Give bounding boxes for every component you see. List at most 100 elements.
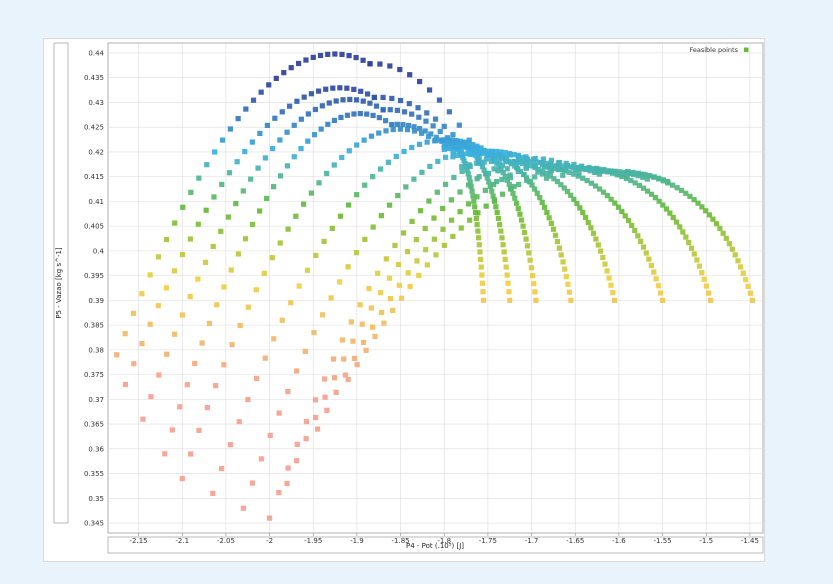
data-point <box>373 103 380 109</box>
data-point <box>480 297 487 303</box>
data-point <box>643 250 649 256</box>
data-point <box>644 188 651 194</box>
data-point <box>548 157 555 163</box>
data-point <box>430 123 436 129</box>
data-point <box>533 297 539 303</box>
data-point <box>258 89 264 95</box>
data-point <box>426 198 432 204</box>
data-point <box>294 441 300 447</box>
data-point <box>457 138 463 144</box>
data-point <box>720 230 726 236</box>
data-point <box>441 146 447 153</box>
data-point <box>184 382 190 388</box>
data-point <box>635 233 641 239</box>
data-point <box>377 61 383 67</box>
data-point <box>218 228 224 234</box>
data-point <box>443 154 449 160</box>
data-point <box>526 250 532 256</box>
data-point <box>316 88 322 94</box>
data-point <box>324 407 330 413</box>
data-point <box>422 225 428 232</box>
data-point <box>696 263 703 269</box>
data-point <box>351 86 357 92</box>
data-point <box>337 85 343 91</box>
data-point <box>686 239 692 246</box>
data-point <box>257 208 263 214</box>
data-point <box>511 152 517 158</box>
data-point <box>691 197 697 203</box>
data-point <box>732 252 738 258</box>
data-point <box>677 224 683 230</box>
data-point <box>691 251 697 257</box>
data-point <box>473 215 479 222</box>
data-point <box>163 285 169 291</box>
data-point <box>345 376 351 383</box>
data-point <box>285 389 291 395</box>
data-point <box>226 170 233 176</box>
data-point <box>450 233 456 240</box>
data-point <box>188 189 194 195</box>
x-tick-label: -2.15 <box>130 537 148 545</box>
data-point <box>394 107 400 113</box>
data-point <box>331 162 337 168</box>
y-tick-label: 0.425 <box>84 124 104 132</box>
data-point <box>333 389 339 395</box>
data-point <box>354 192 360 198</box>
data-point <box>376 115 382 121</box>
data-point <box>199 340 205 346</box>
data-point <box>258 456 264 462</box>
data-point <box>387 63 393 69</box>
data-point <box>323 86 329 92</box>
data-point <box>749 297 756 303</box>
data-point <box>270 145 276 152</box>
data-point <box>488 151 495 158</box>
data-point <box>640 171 647 177</box>
data-point <box>480 150 486 156</box>
data-point <box>528 265 534 271</box>
data-point <box>363 347 369 353</box>
data-point <box>403 184 409 190</box>
data-point <box>467 144 474 150</box>
data-point <box>474 160 480 166</box>
data-point <box>302 348 308 354</box>
data-point <box>431 236 437 242</box>
data-point <box>600 254 606 261</box>
data-point <box>312 106 318 113</box>
x-tick-label: -1.7 <box>525 537 539 545</box>
data-point <box>670 214 676 221</box>
data-point <box>555 160 561 166</box>
data-point <box>534 190 540 196</box>
data-point <box>474 155 480 161</box>
data-point <box>301 201 307 207</box>
data-point <box>433 252 439 258</box>
data-point <box>234 159 240 165</box>
data-point <box>608 282 614 288</box>
data-point <box>211 194 217 200</box>
chart-panel: -2.15 -2.1 -2.05 -2 -1.95 -1.9 -1.85 -1.8 -1.75 -… <box>43 38 765 562</box>
data-point <box>395 261 402 268</box>
data-point <box>532 156 538 162</box>
data-point <box>547 173 553 179</box>
data-point <box>418 130 425 136</box>
data-point <box>477 249 483 255</box>
data-point <box>575 173 581 179</box>
data-point <box>512 195 518 201</box>
data-point <box>451 174 457 181</box>
data-point <box>377 166 384 172</box>
data-point <box>483 203 489 209</box>
data-point <box>367 61 373 67</box>
data-point <box>255 165 261 171</box>
data-point <box>370 224 376 230</box>
data-point <box>481 159 487 165</box>
data-point <box>432 138 438 144</box>
data-point <box>386 275 393 281</box>
data-point <box>264 122 270 129</box>
data-point <box>318 126 324 132</box>
data-point <box>389 122 395 128</box>
data-point <box>652 195 658 201</box>
data-point <box>245 304 251 310</box>
data-point <box>592 169 598 175</box>
y-tick-label: 0.4 <box>93 247 105 255</box>
data-point <box>435 158 441 165</box>
data-point <box>560 163 566 169</box>
